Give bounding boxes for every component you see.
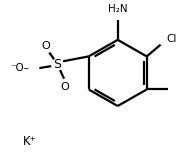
Text: K⁺: K⁺ xyxy=(23,135,37,149)
Text: S: S xyxy=(53,58,61,71)
Text: O: O xyxy=(61,82,69,92)
Text: O: O xyxy=(41,41,50,51)
Text: ⁻O–: ⁻O– xyxy=(11,63,29,73)
Text: Cl: Cl xyxy=(167,34,177,44)
Text: H₂N: H₂N xyxy=(108,4,128,14)
